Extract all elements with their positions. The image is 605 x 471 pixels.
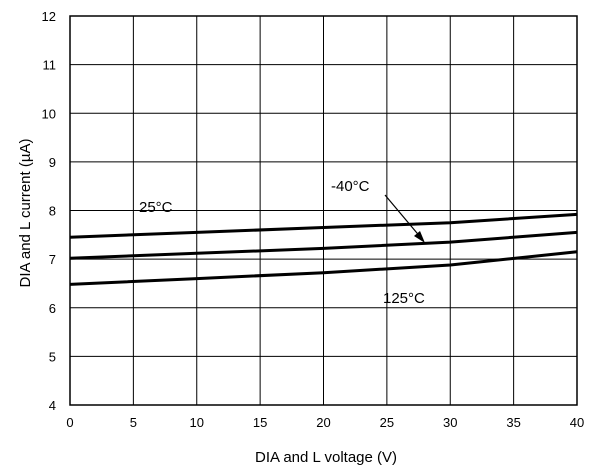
y-tick-label: 6: [49, 301, 56, 316]
x-tick-label: 40: [570, 415, 584, 430]
minus40c-pointer-arrow: [384, 194, 423, 240]
x-axis-label: DIA and L voltage (V): [255, 449, 397, 466]
series-lines: [69, 212, 578, 286]
series-line-125c: [69, 250, 578, 286]
x-tick-label: 25: [380, 415, 394, 430]
x-tick-label: 30: [443, 415, 457, 430]
y-axis-label: DIA and L current (µA): [17, 139, 34, 288]
y-tick-label: 7: [49, 252, 56, 267]
series-line-25c: [69, 212, 578, 239]
y-tick-label: 9: [49, 155, 56, 170]
minus40c-pointer-arrowhead: [414, 231, 425, 243]
y-tick-label: 10: [42, 106, 56, 121]
y-tick-label: 5: [49, 349, 56, 364]
x-tick-label: 10: [190, 415, 204, 430]
x-tick-label: 35: [506, 415, 520, 430]
x-tick-label: 5: [130, 415, 137, 430]
label-125c: 125°C: [383, 290, 425, 307]
label-25c: 25°C: [139, 199, 173, 216]
x-tick-label: 20: [316, 415, 330, 430]
plot-frame-rect: [69, 15, 578, 406]
y-tick-label: 12: [42, 9, 56, 24]
plot-frame: [69, 15, 578, 406]
x-tick-label: 15: [253, 415, 267, 430]
x-tick-label: 0: [66, 415, 73, 430]
x-tick-labels: 0 5 10 15 20 25 30 35 40: [66, 415, 584, 430]
y-tick-labels: 4 5 6 7 8 9 10 11 12: [42, 9, 56, 413]
y-tick-label: 4: [49, 398, 56, 413]
y-tick-label: 8: [49, 204, 56, 219]
label-minus40c: -40°C: [331, 178, 370, 195]
series-line-minus40c: [69, 230, 578, 260]
y-tick-label: 11: [43, 58, 57, 73]
